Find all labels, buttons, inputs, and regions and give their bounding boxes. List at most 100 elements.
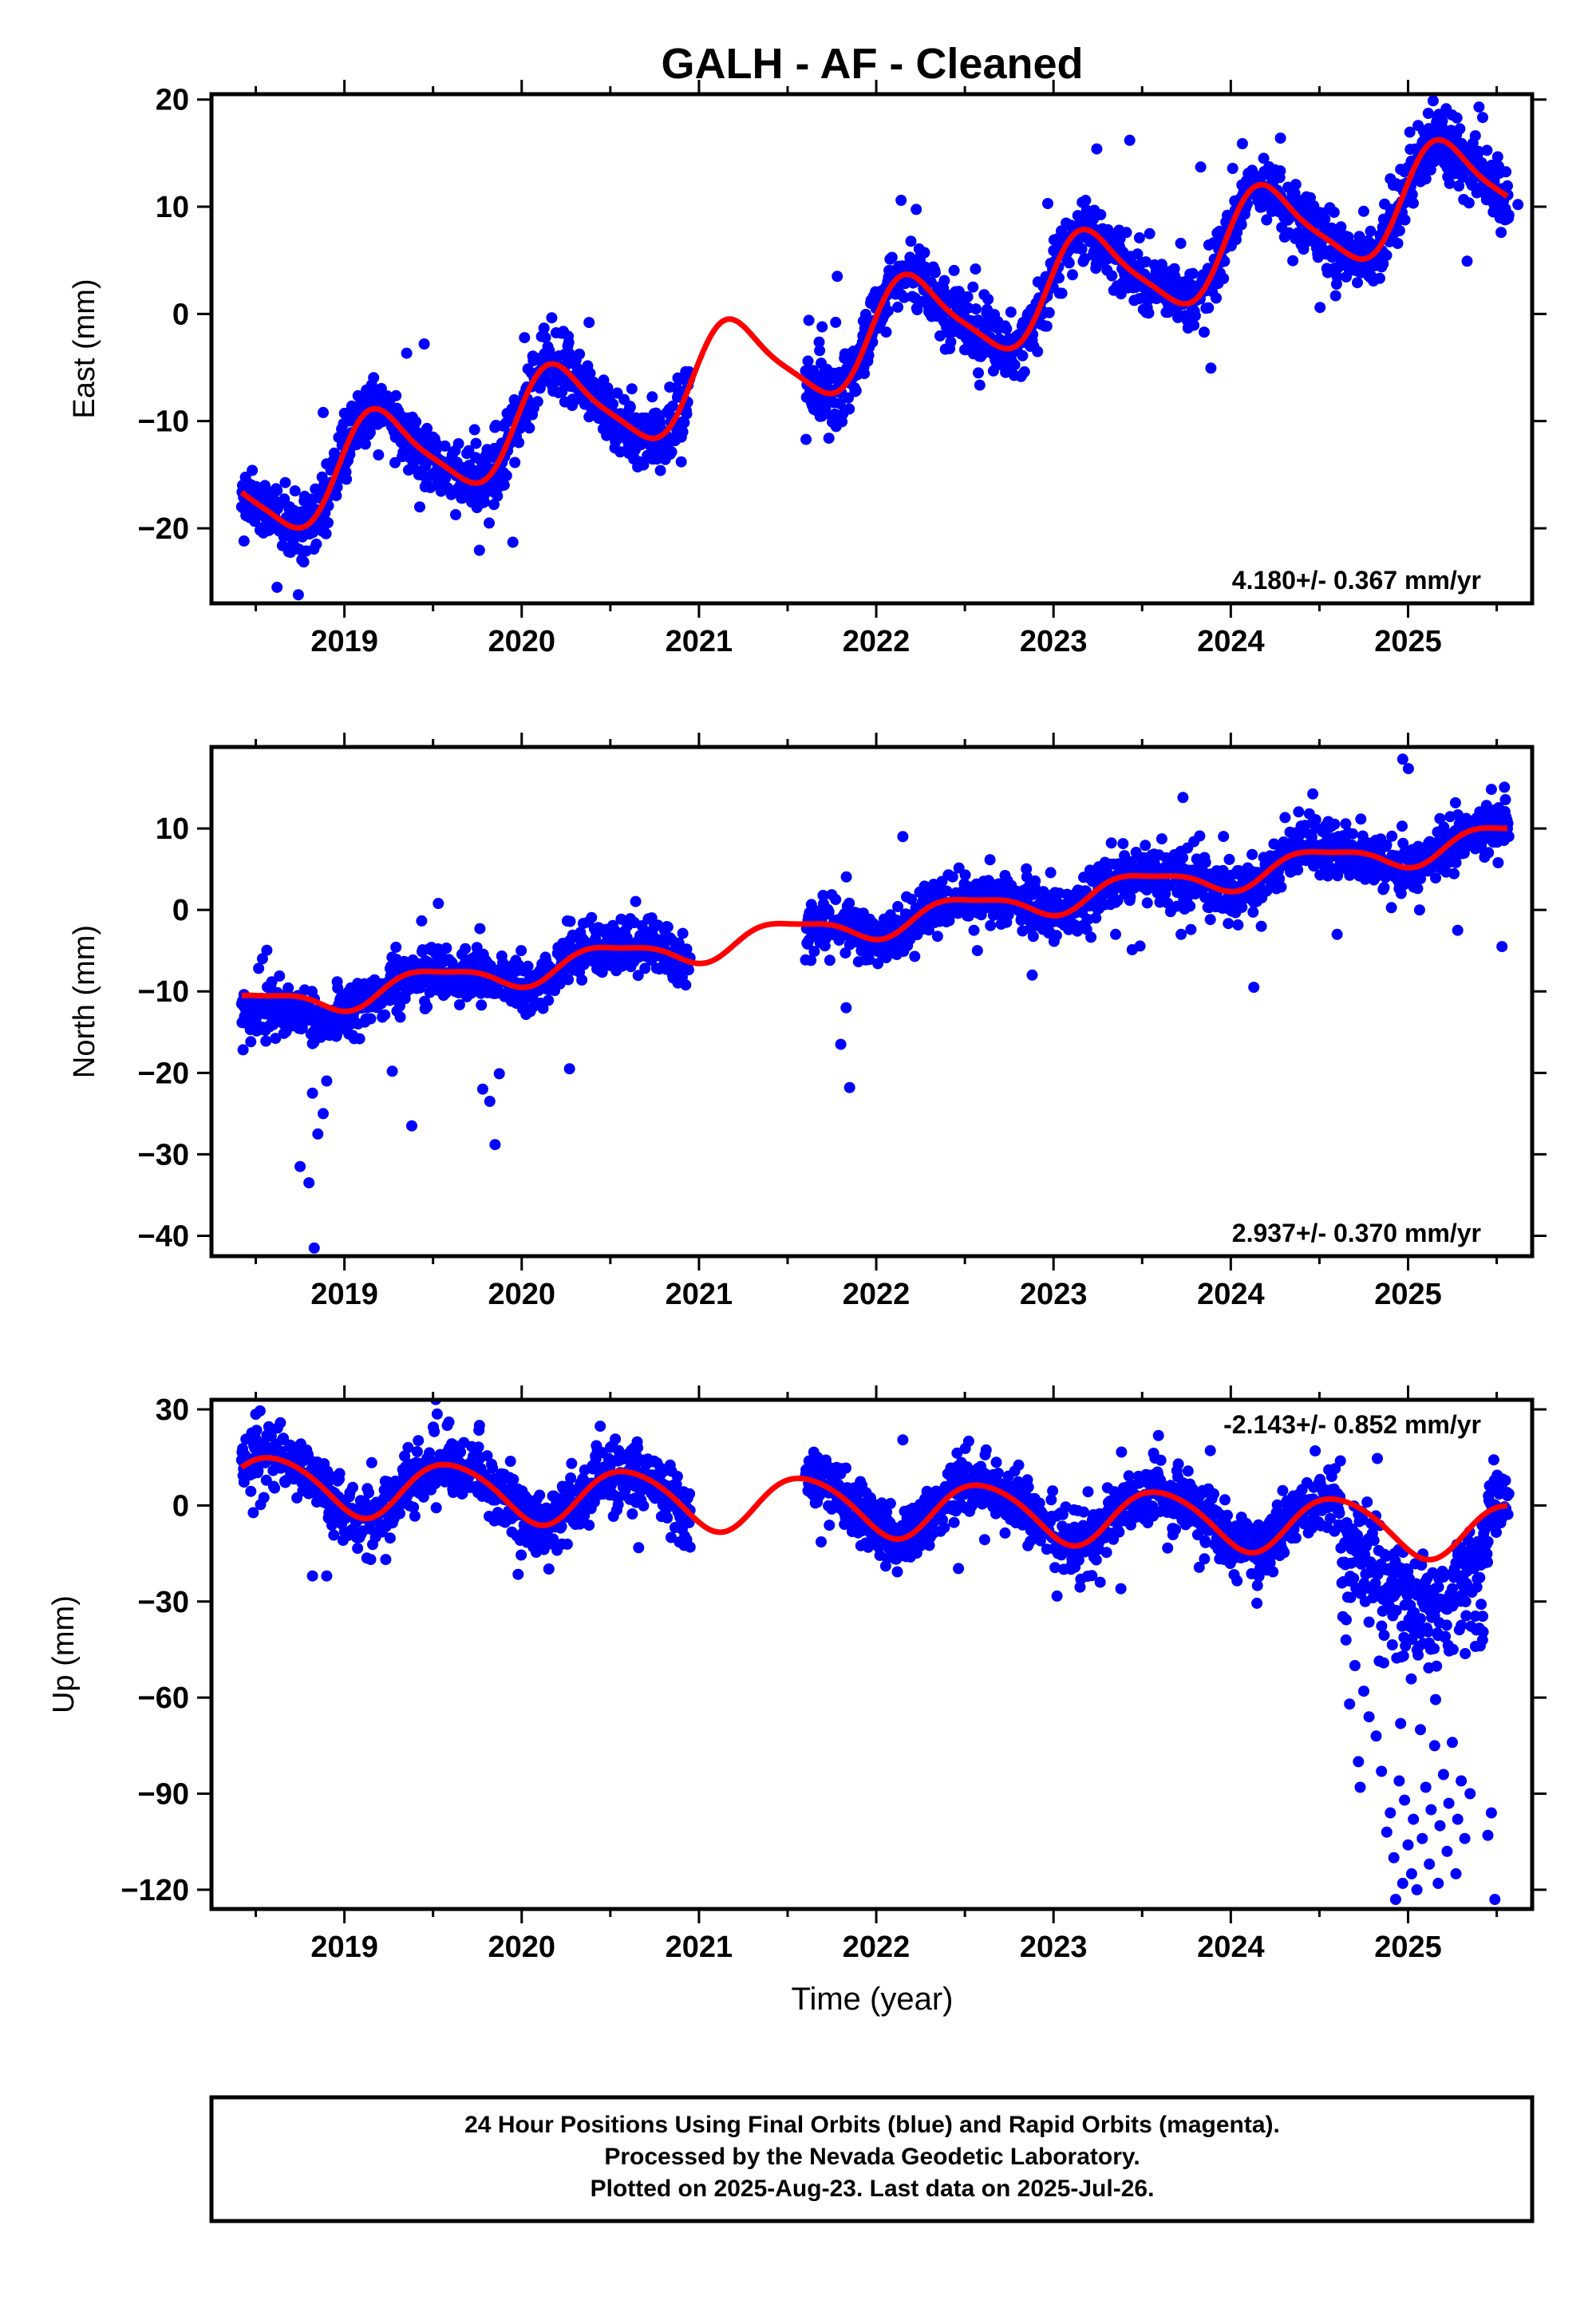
east-outlier-point <box>803 314 815 326</box>
east-point <box>1041 320 1053 332</box>
east-point <box>1156 259 1167 271</box>
north-point <box>1255 920 1267 932</box>
east-point <box>820 402 832 414</box>
east-point <box>1188 319 1200 331</box>
north-point <box>1124 891 1136 903</box>
east-point <box>1205 362 1217 374</box>
east-rate-label: 4.180+/- 0.367 mm/yr <box>1232 566 1481 595</box>
north-point <box>1194 830 1206 842</box>
east-point <box>341 473 353 485</box>
y-tick-label: 10 <box>156 812 189 846</box>
north-point <box>1275 881 1287 893</box>
north-point <box>1483 847 1495 859</box>
east-point <box>1500 166 1512 178</box>
east-point <box>646 391 658 403</box>
north-outlier-point <box>312 1128 324 1140</box>
east-outlier-point <box>675 456 687 468</box>
up-point <box>431 1408 443 1420</box>
east-point <box>531 396 543 408</box>
east-point <box>1454 123 1466 135</box>
north-outlier-point <box>835 1038 847 1050</box>
north-point <box>918 880 930 892</box>
up-point <box>347 1481 358 1493</box>
up-point <box>363 1487 375 1499</box>
north-point <box>576 974 588 986</box>
north-point <box>677 927 689 939</box>
east-point <box>509 456 521 468</box>
north-point <box>1396 820 1408 832</box>
north-point <box>270 1033 282 1045</box>
east-point <box>1187 267 1199 279</box>
east-point <box>1106 270 1118 282</box>
east-point <box>546 312 558 324</box>
east-outlier-point <box>1512 199 1524 211</box>
east-point <box>1357 205 1369 217</box>
east-point <box>1080 195 1092 207</box>
north-point <box>941 885 953 897</box>
east-point <box>1491 151 1503 163</box>
east-point <box>1495 227 1507 239</box>
east-point <box>934 330 946 342</box>
east-point <box>421 422 433 434</box>
north-point <box>253 962 265 974</box>
east-point <box>814 345 826 357</box>
east-outlier-point <box>1124 134 1136 146</box>
east-point <box>584 367 596 379</box>
east-fit-line <box>239 136 1509 531</box>
north-point <box>1499 781 1511 793</box>
y-tick-label: 0 <box>172 298 189 331</box>
east-outlier-point <box>895 195 907 206</box>
east-point <box>1274 165 1286 177</box>
north-point <box>1117 838 1129 850</box>
east-point <box>1381 249 1393 261</box>
north-point <box>1307 788 1319 800</box>
east-point <box>1399 214 1411 226</box>
north-outlier-point <box>294 1160 306 1172</box>
north-point <box>1185 923 1197 935</box>
east-point <box>410 416 422 428</box>
east-point <box>1314 302 1326 314</box>
east-point <box>978 348 990 359</box>
north-point <box>274 970 286 982</box>
east-point <box>1420 173 1432 185</box>
east-point <box>1236 138 1248 149</box>
east-outlier-point <box>583 317 595 329</box>
east-point <box>279 493 290 505</box>
north-point <box>516 945 527 957</box>
north-point <box>1306 831 1317 843</box>
x-tick-label: 2020 <box>488 625 555 658</box>
north-point <box>1218 831 1230 843</box>
north-point <box>892 901 904 912</box>
north-point <box>646 912 658 924</box>
east-outlier-point <box>418 338 430 350</box>
north-point <box>1378 882 1390 894</box>
north-outlier-point <box>1331 928 1343 940</box>
north-point <box>959 869 971 881</box>
north-point <box>1274 873 1286 884</box>
east-point <box>638 459 650 471</box>
east-point <box>450 508 461 520</box>
east-point <box>523 422 535 434</box>
up-point <box>251 1425 263 1437</box>
east-point <box>677 426 689 438</box>
east-point <box>1436 115 1448 127</box>
north-point <box>1090 912 1102 924</box>
east-point <box>1053 272 1065 284</box>
north-point <box>1261 885 1273 897</box>
north-point <box>1232 919 1244 931</box>
east-outlier-point <box>1195 161 1207 173</box>
east-point <box>352 389 364 401</box>
north-point <box>843 897 855 909</box>
north-outlier-point <box>1396 753 1408 765</box>
east-point <box>1063 257 1075 269</box>
y-tick-label: 10 <box>156 191 189 224</box>
east-point <box>1503 209 1515 221</box>
north-point <box>1223 853 1235 865</box>
east-y-axis-title: East (mm) <box>68 279 101 418</box>
east-point <box>247 464 259 476</box>
north-point <box>985 919 997 931</box>
north-point <box>522 960 534 972</box>
east-point <box>1218 273 1230 284</box>
north-point <box>1413 904 1425 916</box>
east-point <box>401 347 413 359</box>
